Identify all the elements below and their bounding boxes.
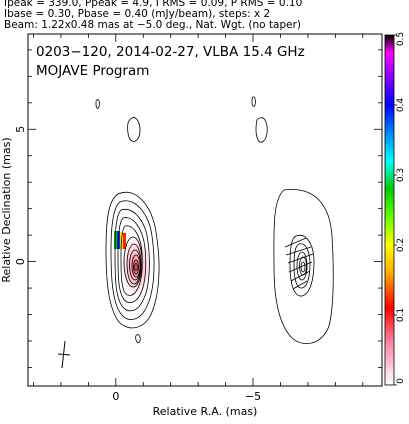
contour [126,243,142,285]
contour [131,254,141,278]
contour-island [127,117,141,142]
polarization-contours [273,189,334,344]
contour [117,217,147,303]
colorbar-tick-label: 0.2 [396,238,406,252]
image-content [57,96,334,369]
colorbar-gradient [384,34,395,386]
contour [120,225,143,296]
axis-tick-labels: 0 −5 0 5 [14,126,261,403]
contour [300,261,306,273]
plot-frame [27,33,383,387]
chart-title: 0203−120, 2014-02-27, VLBA 15.4 GHz [36,44,305,60]
contour [123,236,143,288]
map-parameters-header: Ipeak = 339.0, Ppeak = 4.9, I RMS = 0.09… [4,0,409,31]
contour [110,200,155,320]
colorbar-tick-label: 0.3 [396,168,406,182]
contour-island [135,334,141,344]
contour-outer [273,189,334,344]
contour-island [255,117,268,143]
colorbar-tick-label: 0.4 [396,98,406,113]
contour [129,249,141,281]
x-axis-label: Relative R.A. (mas) [153,405,258,418]
contour-island [95,99,100,109]
stokes-i-contours [95,96,268,344]
colorbar-tick-label: 0.1 [396,308,406,322]
y-tick-label: 5 [14,126,27,133]
contour [134,263,138,271]
beam-cross-icon [57,340,71,369]
y-tick-label: 0 [14,258,27,265]
contour-outer [105,191,160,329]
chart-subtitle: MOJAVE Program [36,63,149,79]
colorbar: 0 0.1 0.2 0.3 0.4 0.5 [384,32,406,386]
contour [296,251,308,281]
contour [293,243,311,289]
contour [289,234,315,297]
polarization-intensity-fill [122,239,150,295]
colorbar-tick-label: 0 [396,378,406,384]
colorbar-tick-label: 0.5 [396,32,406,46]
x-tick-label: −5 [245,390,261,403]
x-tick-label: 0 [112,390,119,403]
contour [114,209,150,312]
axis-ticks [28,34,382,386]
y-axis-label: Relative Declination (mas) [0,137,13,282]
header-line-3: Beam: 1.22x0.48 mas at −5.0 deg., Nat. W… [4,19,302,31]
colorbar-ticks: 0 0.1 0.2 0.3 0.4 0.5 [394,32,406,386]
header-line-1: Ipeak = 339.0, Ppeak = 4.9, I RMS = 0.09… [4,0,303,9]
contour-island [251,96,256,107]
contour [133,259,139,275]
header-line-2: Ibase = 0.30, Pbase = 0.40 (mJy/beam), s… [4,8,271,20]
